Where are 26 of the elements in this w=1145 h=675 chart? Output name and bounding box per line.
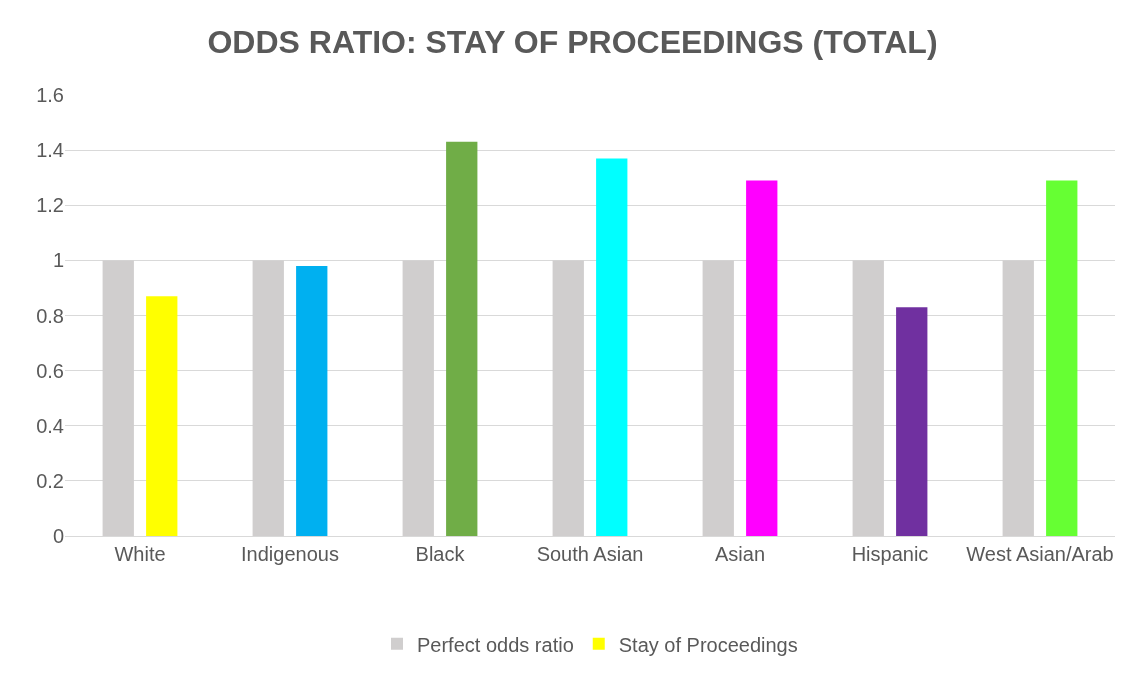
bar [296,265,328,536]
y-tick-label: 0 [52,525,64,547]
y-tick-label: 1 [52,249,64,272]
x-tick-label: Hispanic [851,543,929,565]
y-tick-label: 0.4 [36,414,64,437]
y-tick-label: 0.8 [36,304,64,327]
bar [896,307,928,536]
legend-label: Stay of Proceedings [618,633,798,656]
chart-title: ODDS RATIO: STAY OF PROCEEDINGS (TOTAL) [207,23,938,60]
bar [146,296,178,536]
y-tick-label: 0.6 [36,359,64,382]
x-tick-label: White [114,543,166,565]
y-tick-label: 1.2 [36,194,64,217]
bar [746,180,778,536]
x-tick-label: Indigenous [241,543,339,565]
bar [596,158,628,536]
bar [1046,180,1078,536]
x-tick-label: Black [415,543,466,565]
bar [446,141,478,536]
x-tick-label: West Asian/Arab [966,543,1114,565]
x-tick-label: Asian [714,543,766,565]
y-tick-label: 1.6 [36,84,64,106]
legend-label: Perfect odds ratio [417,633,574,656]
x-tick-label: South Asian [536,543,644,565]
y-tick-label: 0.2 [36,469,64,492]
y-tick-label: 1.4 [36,139,64,162]
